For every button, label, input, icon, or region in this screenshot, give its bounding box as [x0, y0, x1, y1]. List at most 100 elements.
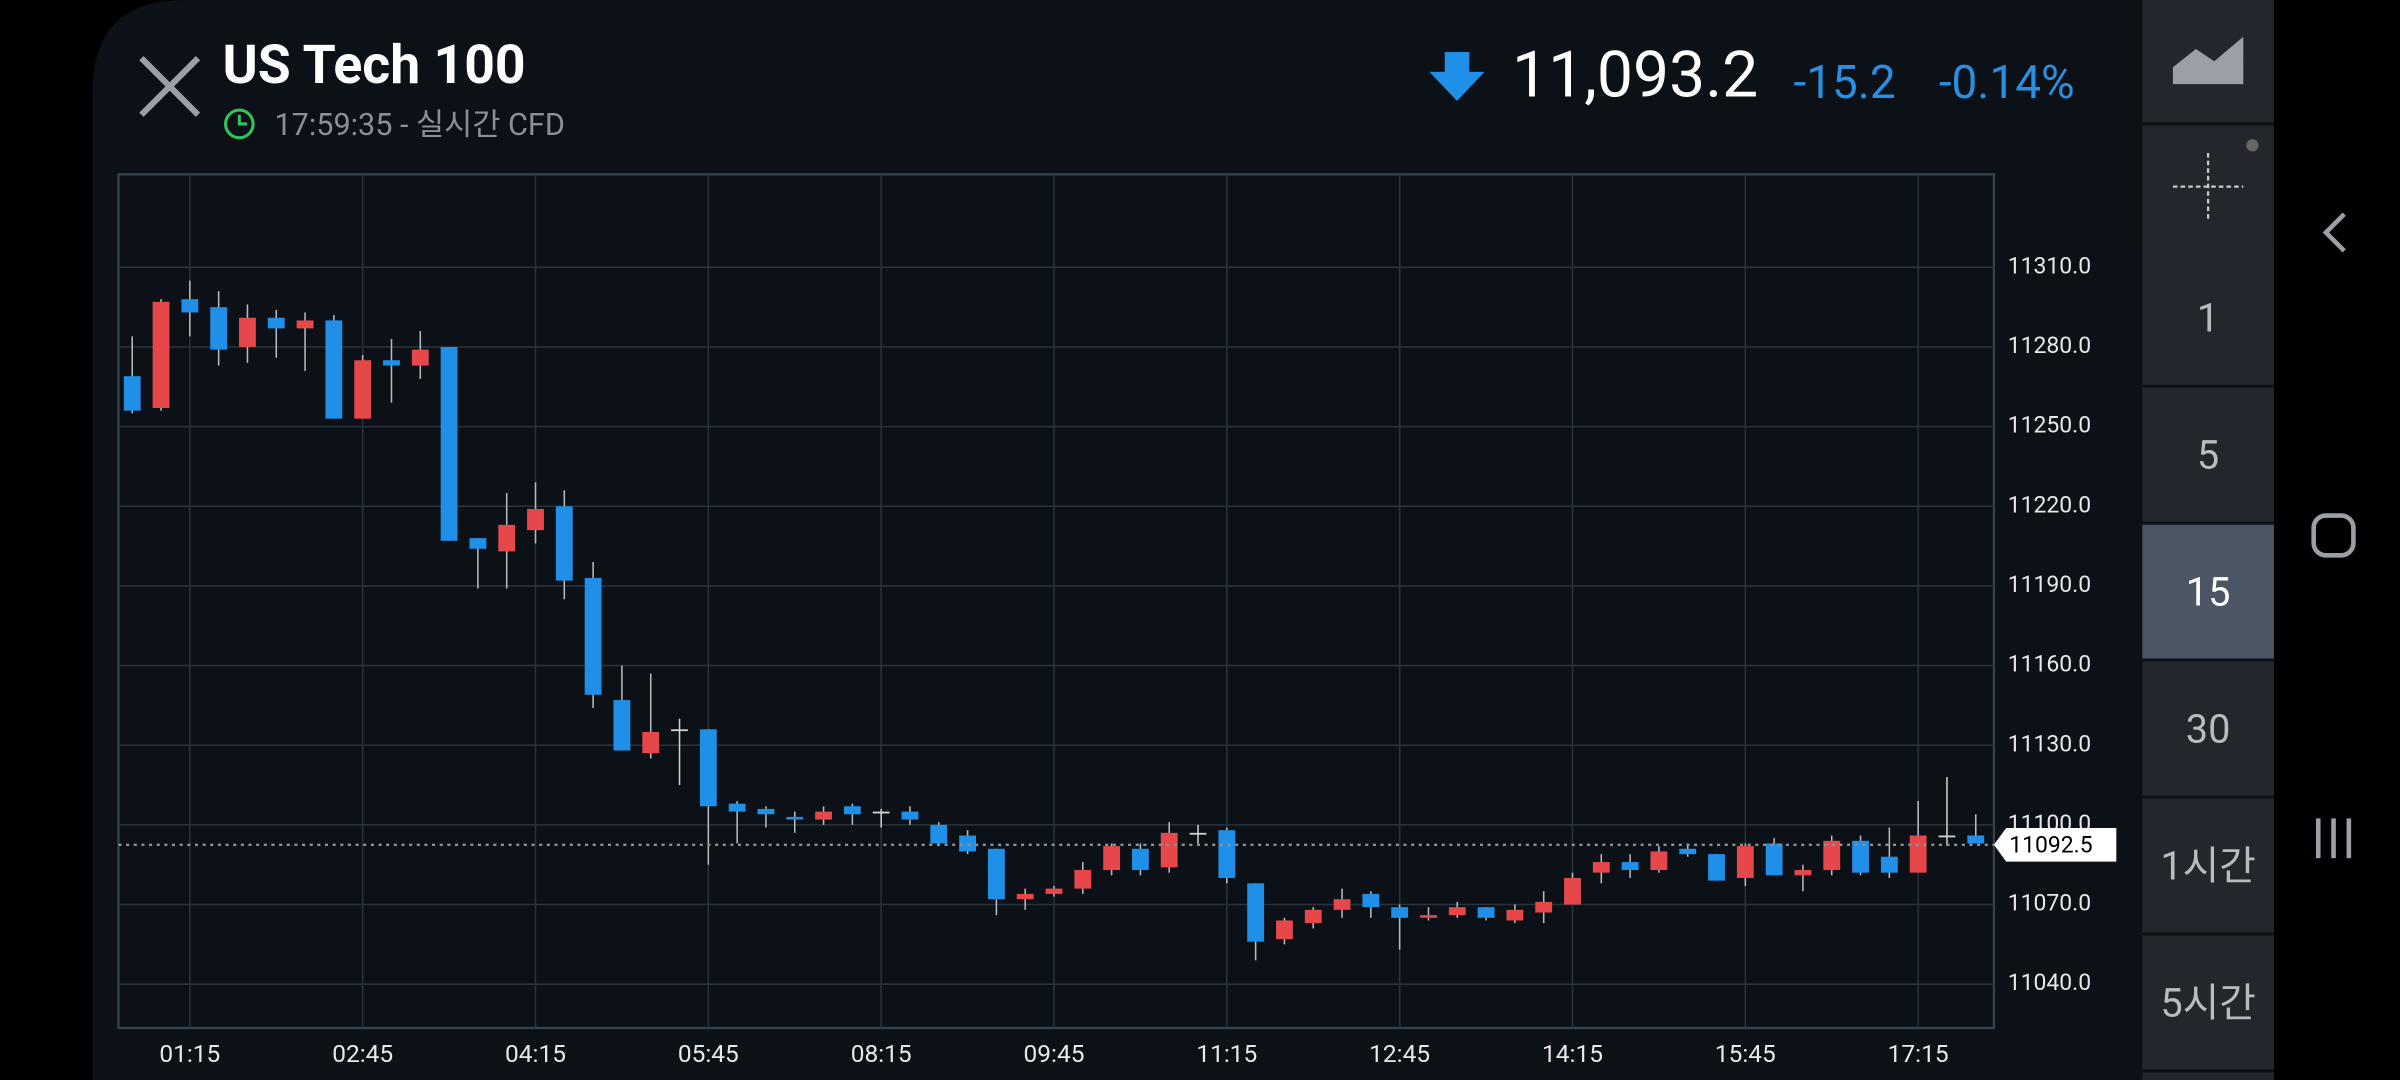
candle-body: [1938, 835, 1956, 838]
y-tick-label: 11160.0: [2008, 651, 2091, 678]
candle-body: [815, 811, 832, 820]
candle-body: [440, 346, 458, 541]
candle-body: [123, 376, 141, 411]
x-tick-label: 01:15: [159, 1039, 220, 1068]
candle-body: [555, 506, 573, 581]
candle-body: [1535, 901, 1553, 913]
candle-body: [296, 320, 314, 329]
interval-label: 5: [2197, 432, 2219, 479]
candle-body: [325, 320, 343, 419]
candle-body: [642, 731, 660, 754]
last-price-tag: [1993, 827, 2117, 862]
candle-body: [1592, 862, 1610, 873]
candle-body: [843, 806, 861, 815]
x-tick-label: 09:45: [1024, 1039, 1085, 1068]
interval-button[interactable]: [2142, 661, 2274, 797]
candle-body: [1909, 835, 1927, 873]
interval-button[interactable]: [2142, 250, 2274, 386]
candle-body: [872, 811, 890, 814]
candle-body: [1506, 909, 1524, 921]
candle-body: [1621, 862, 1639, 871]
candle-body: [901, 811, 919, 820]
time-subtitle: 17:59:35 - 실시간 CFD: [275, 108, 565, 143]
candle-body: [469, 538, 487, 549]
interval-button[interactable]: [2142, 798, 2274, 934]
candle-body: [1765, 843, 1783, 876]
candle-body: [354, 360, 372, 419]
candle-body: [1650, 851, 1668, 871]
candle-body: [959, 835, 976, 852]
clock-icon: [224, 108, 255, 140]
candle-body: [671, 729, 688, 732]
time: 17:59:35: [275, 108, 393, 143]
candle-body: [1160, 832, 1178, 868]
back-button[interactable]: [2322, 212, 2346, 253]
interval-button[interactable]: [2142, 935, 2274, 1071]
y-tick-label: 11280.0: [2008, 332, 2091, 359]
y-tick-label: 11250.0: [2008, 412, 2091, 439]
candle-body: [1823, 840, 1841, 871]
candle-body: [987, 848, 1005, 900]
x-tick-label: 05:45: [678, 1039, 739, 1068]
plot-frame: [117, 173, 1996, 1030]
price-change: -15.2: [1794, 56, 1896, 110]
crosshair-button[interactable]: [2172, 139, 2259, 222]
x-tick-label: 08:15: [851, 1039, 912, 1068]
y-tick-label: 11190.0: [2008, 571, 2091, 598]
candle-body: [1304, 909, 1322, 924]
candle-body: [930, 824, 948, 844]
x-tick-label: 02:45: [332, 1039, 393, 1068]
candle-body: [411, 349, 429, 366]
candle-body: [1564, 877, 1581, 905]
home-button[interactable]: [2311, 513, 2356, 558]
plot: 11040.011070.011100.011130.011160.011190…: [118, 174, 2117, 1068]
close-button[interactable]: [139, 55, 201, 117]
candle-body: [1852, 840, 1869, 873]
candle-body: [1132, 848, 1149, 871]
interval-button[interactable]: [2142, 524, 2274, 660]
subtitle: - 실시간 CFD: [392, 108, 564, 143]
price: 11,093.2: [1512, 37, 1758, 113]
y-tick-label: 11310.0: [2008, 252, 2091, 279]
interval-label: 1시간: [2160, 842, 2256, 889]
y-tick-label: 11070.0: [2008, 890, 2091, 917]
candle-body: [181, 299, 199, 313]
down-arrow-icon: [1429, 52, 1485, 101]
candle-body: [1420, 915, 1437, 918]
interval-button[interactable]: [2142, 387, 2274, 523]
candle-body: [1276, 920, 1293, 940]
candle-body: [1189, 832, 1207, 835]
candle-body: [1391, 907, 1409, 918]
candle-body: [1708, 854, 1725, 881]
candle-body: [1103, 846, 1121, 871]
chart-type-button[interactable]: [2172, 36, 2244, 85]
candle-body: [786, 816, 804, 820]
interval-label: 5시간: [2160, 979, 2256, 1026]
interval-label: 1: [2197, 295, 2219, 342]
candle-body: [584, 577, 602, 695]
x-tick-label: 17:15: [1888, 1039, 1949, 1068]
candle-body: [1045, 888, 1063, 894]
candle-body: [1967, 835, 1985, 844]
y-tick-label: 11130.0: [2008, 730, 2091, 757]
candle-body: [1880, 856, 1898, 873]
candle-body: [1247, 883, 1265, 942]
candle-body: [757, 808, 775, 815]
candle-body: [1362, 893, 1380, 908]
candle-body: [1736, 846, 1754, 878]
candle-body: [1074, 870, 1092, 889]
candle-body: [1477, 907, 1495, 918]
x-tick-label: 11:15: [1196, 1039, 1257, 1068]
y-tick-label: 11040.0: [2008, 969, 2091, 996]
x-tick-label: 15:45: [1715, 1039, 1776, 1068]
chart-panel: [92, 0, 2143, 1080]
system-nav: [2311, 212, 2356, 859]
price-change-percent: -0.14%: [1939, 56, 2075, 110]
candle-body: [1016, 893, 1034, 900]
recents-button[interactable]: [2315, 818, 2352, 859]
candle-body: [1679, 848, 1697, 855]
candle-body: [210, 307, 228, 350]
